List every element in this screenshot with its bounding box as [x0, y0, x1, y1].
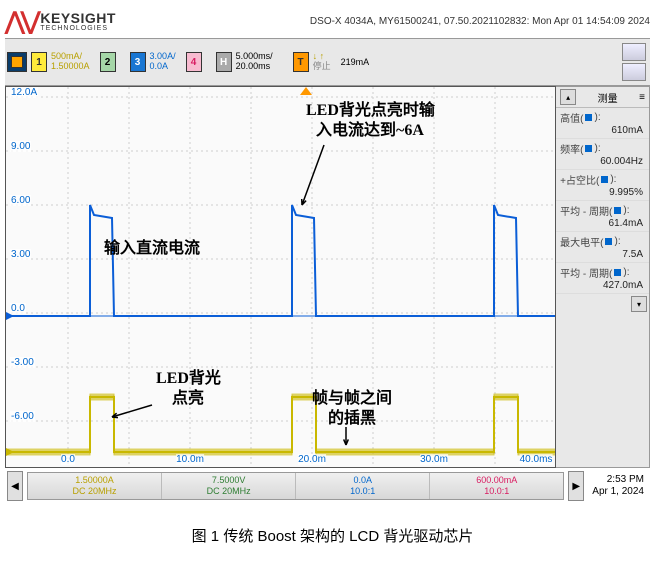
ch1-offset: 1.50000A [51, 62, 90, 72]
ch1-badge[interactable]: 1 [31, 52, 47, 72]
waveform-svg: LED背光点亮时输入电流达到~6A 输入直流电流 LED背光点亮 帧与帧之间的插黑 [6, 87, 556, 467]
header-row: ⋀⋁ KEYSIGHT TECHNOLOGIES DSO-X 4034A, MY… [5, 5, 650, 38]
svg-text:的插黑: 的插黑 [328, 408, 376, 427]
meas-row[interactable]: +占空比():9.995% [556, 170, 649, 201]
meas-value: 427.0mA [560, 280, 645, 291]
meas-next-button[interactable]: ▾ [631, 296, 647, 312]
meas-label: +占空比( [560, 172, 599, 187]
ch4-badge[interactable]: 4 [186, 52, 202, 72]
cell-top: 0.0A [353, 475, 372, 486]
meas-label: 高值( [560, 110, 583, 125]
model-line: DSO-X 4034A, MY61500241, 07.50.202110283… [310, 16, 650, 27]
y-tick: -6.00 [10, 411, 35, 422]
run-mode-icon[interactable] [7, 52, 27, 72]
svg-text:LED背光点亮时输: LED背光点亮时输 [306, 100, 436, 119]
scope-container: ⋀⋁ KEYSIGHT TECHNOLOGIES DSO-X 4034A, MY… [5, 5, 650, 504]
svg-text:点亮: 点亮 [172, 388, 204, 407]
meas-ch-icon [601, 176, 608, 183]
y-tick: 12.0A [10, 87, 38, 98]
meas-title: 测量 [598, 90, 618, 105]
channel-info-cell[interactable]: 0.0A10.0:1 [296, 473, 430, 499]
trigger-badge[interactable]: T [293, 52, 309, 72]
meas-ch-icon [614, 207, 621, 214]
meas-row[interactable]: 高值():610mA [556, 108, 649, 139]
trigger-level: 219mA [341, 57, 370, 67]
x-tick: 10.0m [176, 454, 204, 465]
cell-bot: DC 20MHz [73, 486, 117, 497]
meas-value: 9.995% [560, 187, 645, 198]
timebase-pos: 20.00ms [236, 62, 273, 72]
logo-main: KEYSIGHT [40, 11, 116, 25]
logo-sub: TECHNOLOGIES [40, 25, 116, 32]
meas-row[interactable]: 平均 - 周期():427.0mA [556, 263, 649, 294]
meas-row[interactable]: 频率():60.004Hz [556, 139, 649, 170]
logo-mark-icon: ⋀⋁ [5, 7, 36, 36]
meas-ch-icon [605, 238, 612, 245]
time-display: 2:53 PM [592, 474, 644, 486]
y-tick: 3.00 [10, 249, 31, 260]
date-display: Apr 1, 2024 [592, 486, 644, 498]
cell-bot: DC 20MHz [207, 486, 251, 497]
meas-value: 7.5A [560, 249, 645, 260]
channel-info-cell[interactable]: 1.50000ADC 20MHz [28, 473, 162, 499]
y-tick: 9.00 [10, 141, 31, 152]
timebase-badge[interactable]: H [216, 52, 232, 72]
y-tick: 0.0 [10, 303, 26, 314]
trigger-status: 停止 [313, 62, 331, 72]
menu-icon[interactable]: ≡ [639, 92, 645, 103]
mode-icon[interactable] [622, 63, 646, 81]
cell-bot: 10.0:1 [350, 486, 375, 497]
svg-text:LED背光: LED背光 [156, 368, 221, 387]
meas-label: 最大电平( [560, 234, 603, 249]
channel-bar: 1 500mA/1.50000A 2 3 3.00A/0.0A 4 H 5.00… [5, 38, 650, 86]
x-tick: 20.0m [298, 454, 326, 465]
meas-value: 610mA [560, 125, 645, 136]
ch3-offset: 0.0A [150, 62, 176, 72]
bottom-bar: ◀ 1.50000ADC 20MHz7.5000VDC 20MHz0.0A10.… [5, 468, 650, 504]
meas-label: 频率( [560, 141, 583, 156]
meas-value: 61.4mA [560, 218, 645, 229]
meas-row[interactable]: 最大电平():7.5A [556, 232, 649, 263]
svg-text:输入直流电流: 输入直流电流 [104, 238, 200, 257]
x-tick: 40.0ms [520, 454, 553, 465]
meas-row[interactable]: 平均 - 周期():61.4mA [556, 201, 649, 232]
cell-top: 600.00mA [476, 475, 517, 486]
meas-ch-icon [585, 114, 592, 121]
waveform-grid[interactable]: LED背光点亮时输入电流达到~6A 输入直流电流 LED背光点亮 帧与帧之间的插黑 1… [5, 86, 556, 468]
x-tick: 0.0 [61, 454, 75, 465]
grid-area: LED背光点亮时输入电流达到~6A 输入直流电流 LED背光点亮 帧与帧之间的插黑 1… [5, 86, 650, 468]
y-tick: -3.00 [10, 357, 35, 368]
x-tick: 30.0m [420, 454, 448, 465]
channel-info-cell[interactable]: 600.00mA10.0:1 [430, 473, 563, 499]
meas-label: 平均 - 周期( [560, 265, 612, 280]
measurement-panel: ▴ 测量 ≡ 高值():610mA频率():60.004Hz+占空比():9.9… [556, 86, 650, 468]
svg-text:帧与帧之间: 帧与帧之间 [312, 388, 392, 407]
keysight-logo: ⋀⋁ KEYSIGHT TECHNOLOGIES [5, 7, 116, 36]
figure-caption: 图 1 传统 Boost 架构的 LCD 背光驱动芯片 [0, 509, 665, 554]
ch3-badge[interactable]: 3 [130, 52, 146, 72]
scroll-left-button[interactable]: ◀ [7, 471, 23, 501]
cell-top: 1.50000A [75, 475, 114, 486]
cell-bot: 10.0:1 [484, 486, 509, 497]
meas-ch-icon [585, 145, 592, 152]
meas-ch-icon [614, 269, 621, 276]
meas-prev-button[interactable]: ▴ [560, 89, 576, 105]
meas-label: 平均 - 周期( [560, 203, 612, 218]
meas-value: 60.004Hz [560, 156, 645, 167]
ch2-badge[interactable]: 2 [100, 52, 116, 72]
channel-info-cell[interactable]: 7.5000VDC 20MHz [162, 473, 296, 499]
cell-top: 7.5000V [212, 475, 246, 486]
scroll-right-button[interactable]: ▶ [568, 471, 584, 501]
svg-text:入电流达到~6A: 入电流达到~6A [316, 120, 424, 139]
y-tick: 6.00 [10, 195, 31, 206]
zoom-icon[interactable] [622, 43, 646, 61]
